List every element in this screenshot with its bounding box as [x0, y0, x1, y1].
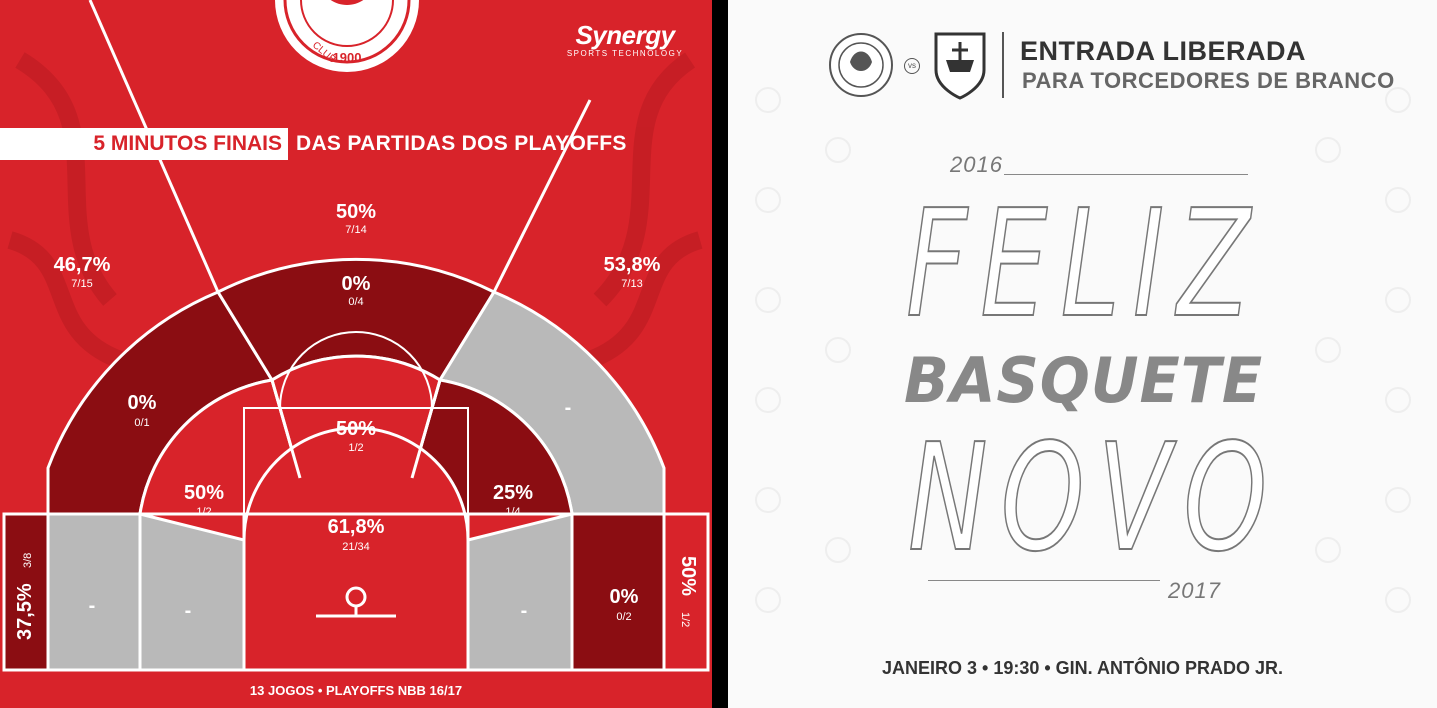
background-pattern — [755, 87, 1411, 613]
year-top: 2016 — [950, 152, 1003, 177]
label-mid-left-ratio: 0/1 — [134, 417, 149, 429]
label-short-left-ratio: 1/2 — [196, 506, 211, 518]
label-base-left-in: - — [185, 600, 192, 622]
word-basquete: BASQUETE — [904, 344, 1264, 417]
word-novo: NOVO — [907, 411, 1281, 585]
label-short-right-ratio: 1/4 — [505, 506, 520, 518]
banner-rest: DAS PARTIDAS DOS PLAYOFFS — [296, 132, 627, 155]
label-corner-left-ratio: 3/8 — [22, 553, 34, 568]
shot-chart-panel: 50% 7/14 46,7% 7/15 53,8% 7/13 0% 0/4 0%… — [0, 0, 712, 708]
zone-base-left-in — [138, 512, 246, 672]
versus-badge: vs — [904, 58, 920, 74]
word-feliz: FELIZ — [905, 177, 1264, 351]
bottom-rule — [928, 580, 1160, 581]
label-mid-right-pct: - — [565, 397, 572, 419]
label-corner-right-pct: 50% — [677, 556, 699, 596]
label-paint-top-ratio: 1/2 — [348, 442, 363, 454]
label-restricted-pct: 61,8% — [328, 516, 385, 538]
free-throw-arc — [279, 331, 433, 409]
label-short-left-pct: 50% — [184, 482, 224, 504]
label-corner-right-ratio: 1/2 — [679, 612, 691, 627]
poster-title: ENTRADA LIBERADA — [1020, 36, 1306, 66]
title-banner: 5 MINUTOS FINAIS DAS PARTIDAS DOS PLAYOF… — [0, 128, 662, 160]
banner-highlight: 5 MINUTOS FINAIS — [0, 128, 288, 160]
label-mid-left-pct: 0% — [128, 392, 157, 414]
label-corner-left-pct: 37,5% — [14, 583, 36, 640]
label-top-left-pct: 46,7% — [54, 254, 111, 276]
label-base-right-out-pct: 0% — [610, 586, 639, 608]
label-restricted-ratio: 21/34 — [342, 541, 370, 553]
zone-base-right-in — [466, 512, 574, 672]
zone-divider-right — [492, 159, 562, 293]
event-poster-panel: vs ENTRADA LIBERADA PARA TORCEDORES DE B… — [728, 0, 1437, 708]
zone-restricted — [242, 426, 470, 672]
label-base-left-out: - — [89, 595, 96, 617]
sponsor-tagline: SPORTS TECHNOLOGY — [566, 49, 684, 58]
club-emblem-icon: 1900 CLUB — [275, 0, 419, 72]
label-short-right-pct: 25% — [493, 482, 533, 504]
label-mid-top-ratio: 0/4 — [348, 296, 363, 308]
poster-subtitle: PARA TORCEDORES DE BRANCO — [1022, 68, 1395, 93]
label-top-center-ratio: 7/14 — [345, 224, 366, 236]
vasco-logo-icon — [934, 32, 986, 100]
label-paint-top-pct: 50% — [336, 418, 376, 440]
paulistano-logo-icon — [829, 33, 893, 97]
club-year: 1900 — [333, 50, 362, 65]
label-base-right-out-ratio: 0/2 — [616, 611, 631, 623]
label-mid-top-pct: 0% — [342, 273, 371, 295]
label-base-right-in: - — [521, 600, 528, 622]
label-top-left-ratio: 7/15 — [71, 278, 92, 290]
court-chart: 50% 7/14 46,7% 7/15 53,8% 7/13 0% 0/4 0%… — [2, 0, 710, 672]
zone-base-left-out — [46, 512, 142, 672]
label-top-center-pct: 50% — [336, 201, 376, 223]
event-details: JANEIRO 3 • 19:30 • GIN. ANTÔNIO PRADO J… — [881, 658, 1284, 678]
label-top-right-pct: 53,8% — [604, 254, 661, 276]
background-ornament — [7, 52, 703, 369]
label-top-right-ratio: 7/13 — [621, 278, 642, 290]
sponsor-name: Synergy — [575, 20, 675, 50]
zone-divider-inner-right — [410, 379, 442, 479]
zone-divider-inner-left — [270, 379, 302, 479]
header-divider — [1002, 32, 1004, 98]
zone-divider-right-top — [558, 99, 592, 161]
paint-box — [243, 407, 469, 671]
chart-footer: 13 JOGOS • PLAYOFFS NBB 16/17 — [249, 683, 463, 698]
year-bottom: 2017 — [1168, 578, 1221, 603]
top-rule — [1004, 174, 1248, 175]
sponsor-logo: Synergy SPORTS TECHNOLOGY — [560, 20, 690, 58]
